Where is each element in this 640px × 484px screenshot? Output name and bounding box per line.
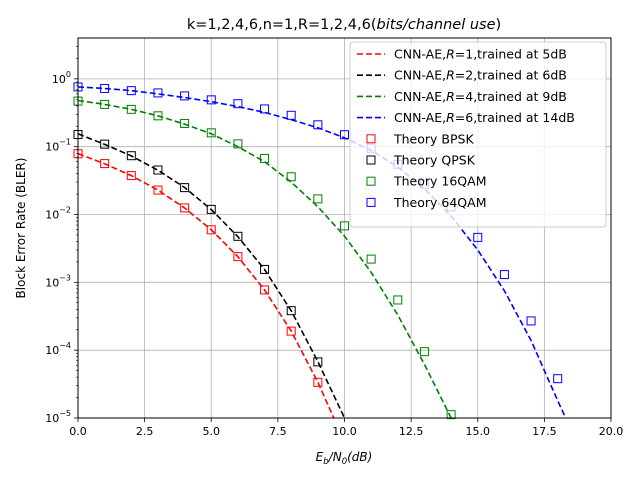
y-tick-label: 10−3: [45, 273, 71, 289]
data-point-7: [286, 110, 296, 120]
x-tick-label: 2.5: [136, 425, 154, 438]
data-point-7: [206, 95, 216, 105]
data-point-4: [286, 326, 296, 336]
legend-marker-swatch: [366, 197, 376, 207]
x-ticks: 0.0 2.5 5.0 7.5 10.0 12.5 15.0 17.5 20.0: [69, 418, 623, 438]
data-point-6: [340, 221, 349, 231]
y-ticks: 10−5 10−4 10−3 10−2 10−1 100: [45, 46, 78, 425]
data-point-7: [260, 104, 270, 114]
data-point-6: [153, 111, 163, 121]
legend-label: Theory QPSK: [393, 153, 476, 168]
chart-title: k=1,2,4,6,n=1,R=1,2,4,6(bits/channel use…: [187, 17, 501, 33]
data-point-6: [126, 104, 136, 114]
data-point-7: [499, 270, 509, 280]
data-point-4: [100, 159, 110, 169]
data-point-6: [286, 172, 296, 182]
data-point-5: [126, 151, 136, 161]
x-tick-label: 10.0: [332, 425, 357, 438]
data-point-5: [100, 139, 110, 149]
legend-label: CNN-AE,R=6,trained at 14dB: [394, 110, 575, 125]
data-point-5: [233, 231, 243, 241]
data-point-5: [313, 357, 323, 367]
data-point-5: [260, 264, 270, 274]
data-point-5: [153, 165, 163, 175]
y-tick-label: 10−1: [45, 138, 71, 154]
series-line-1: [78, 133, 346, 418]
data-point-6: [366, 254, 376, 264]
data-point-7: [526, 316, 536, 326]
legend-label: CNN-AE,R=4,trained at 9dB: [394, 89, 567, 104]
data-point-4: [180, 203, 190, 213]
series-line-2: [78, 99, 452, 418]
data-point-4: [233, 252, 243, 262]
legend-label: Theory 64QAM: [393, 195, 487, 210]
legend: CNN-AE,R=1,trained at 5dB CNN-AE,R=2,trai…: [349, 41, 607, 228]
data-point-6: [446, 410, 456, 420]
x-axis-label: Eb/N0(dB): [316, 450, 373, 467]
data-point-6: [313, 194, 323, 204]
data-point-6: [260, 153, 270, 163]
legend-label: CNN-AE,R=2,trained at 6dB: [394, 68, 567, 83]
data-point-6: [393, 295, 403, 305]
data-point-7: [553, 374, 563, 384]
series-line-0: [78, 152, 335, 418]
x-tick-label: 20.0: [599, 425, 624, 438]
x-tick-label: 17.5: [532, 425, 557, 438]
data-point-7: [153, 88, 163, 98]
legend-marker-swatch: [366, 134, 376, 144]
legend-marker-swatch: [366, 155, 376, 165]
data-point-6: [180, 118, 190, 128]
legend-label: CNN-AE,R=1,trained at 5dB: [394, 47, 567, 62]
y-tick-label: 10−4: [45, 341, 71, 357]
data-point-5: [206, 204, 216, 214]
data-point-7: [473, 232, 483, 242]
data-point-7: [233, 99, 243, 109]
data-point-7: [100, 84, 110, 94]
y-tick-label: 10−2: [45, 206, 71, 222]
data-point-4: [126, 171, 136, 181]
x-tick-label: 5.0: [203, 425, 221, 438]
x-tick-label: 7.5: [269, 425, 287, 438]
legend-label: Theory BPSK: [393, 131, 474, 146]
data-point-6: [100, 99, 110, 109]
data-point-6: [419, 347, 429, 357]
x-tick-label: 15.0: [466, 425, 491, 438]
data-point-4: [260, 285, 270, 295]
y-axis-label: Block Error Rate (BLER): [14, 158, 28, 299]
legend-marker-swatch: [366, 176, 376, 186]
data-point-7: [180, 91, 190, 101]
legend-label: Theory 16QAM: [393, 174, 487, 189]
y-tick-label: 10−5: [45, 409, 71, 425]
data-point-4: [206, 225, 216, 235]
data-point-6: [233, 139, 243, 149]
x-tick-label: 12.5: [399, 425, 424, 438]
data-point-5: [286, 306, 296, 316]
data-point-7: [126, 86, 136, 96]
data-point-6: [206, 128, 216, 138]
data-point-4: [313, 377, 323, 387]
x-tick-label: 0.0: [69, 425, 87, 438]
data-point-5: [180, 183, 190, 193]
data-point-7: [340, 130, 349, 140]
y-tick-label: 100: [52, 70, 71, 86]
data-point-4: [153, 185, 163, 195]
legend-box: [349, 41, 607, 228]
data-point-7: [313, 120, 323, 130]
